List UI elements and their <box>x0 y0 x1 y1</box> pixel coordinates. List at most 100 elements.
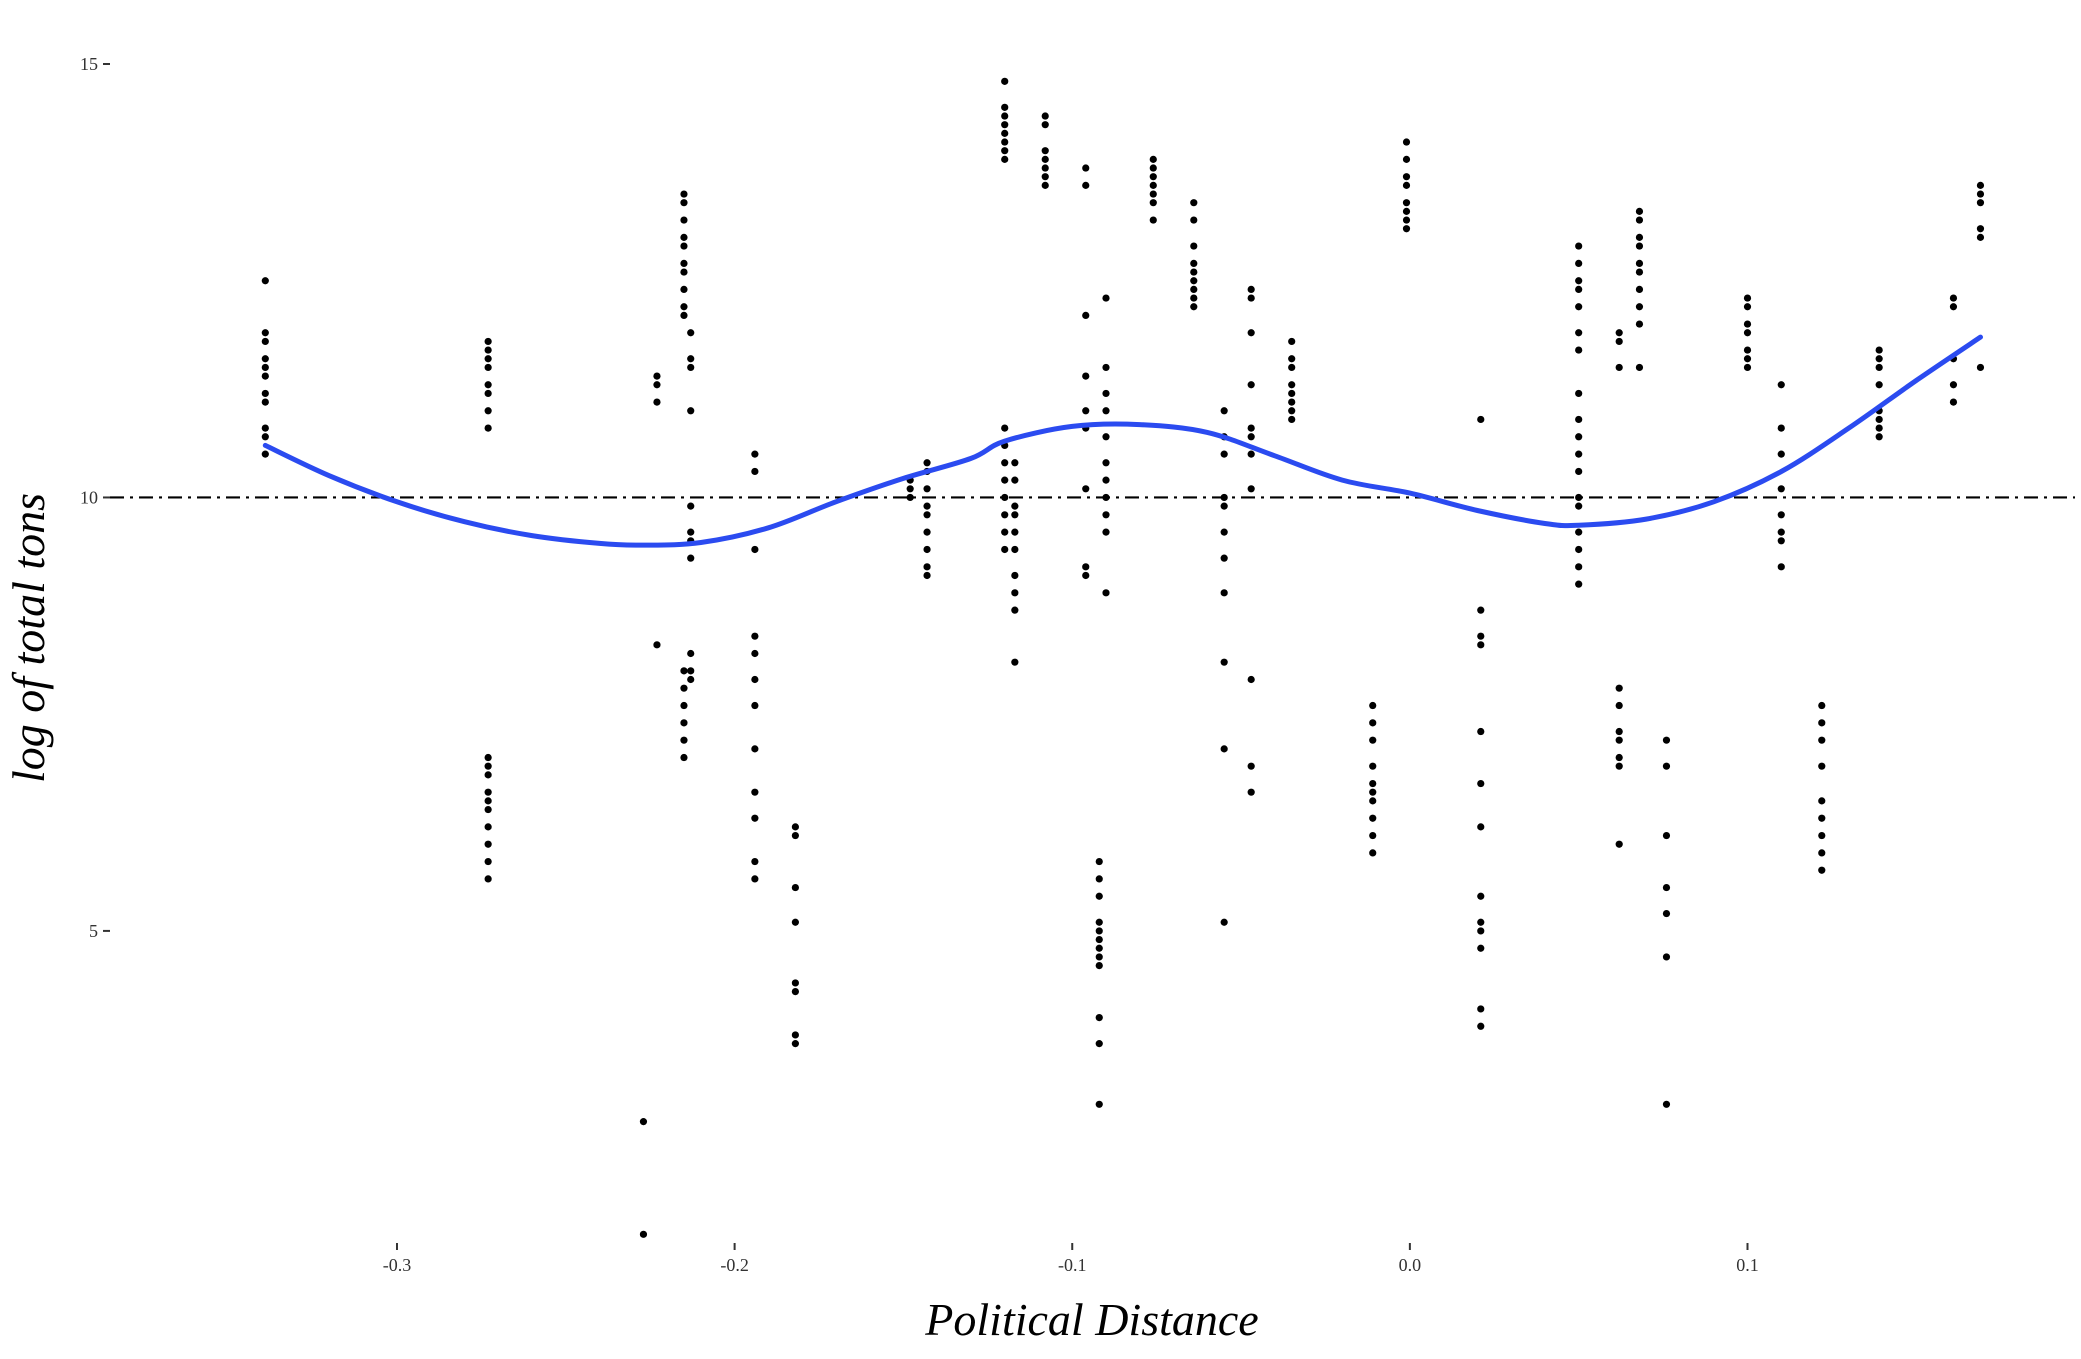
data-point <box>1102 511 1110 519</box>
x-tick-label: 0.0 <box>1399 1255 1422 1275</box>
data-point <box>1149 155 1157 163</box>
data-point <box>1247 294 1255 302</box>
data-point <box>1575 389 1583 398</box>
data-point <box>1575 563 1583 571</box>
data-point <box>687 554 695 562</box>
data-point <box>1662 762 1671 770</box>
data-point <box>1095 1040 1103 1048</box>
data-point <box>1247 788 1255 796</box>
data-point <box>1041 155 1049 163</box>
data-point <box>680 190 688 198</box>
data-point <box>1011 528 1019 536</box>
data-point <box>1247 381 1255 389</box>
data-point <box>1662 736 1671 744</box>
data-point <box>639 1230 648 1238</box>
data-point <box>1369 797 1377 805</box>
data-point <box>1976 199 1985 207</box>
data-point <box>1095 935 1103 944</box>
data-point <box>1477 944 1485 952</box>
data-point <box>751 875 759 883</box>
data-point <box>1369 701 1377 710</box>
data-point <box>1818 719 1826 727</box>
data-point <box>1220 493 1228 502</box>
data-point <box>1041 173 1049 181</box>
data-point <box>1575 545 1583 554</box>
data-point <box>1477 641 1485 649</box>
data-point <box>1041 147 1049 155</box>
x-axis: -0.3 -0.2 -0.1 0.0 0.1 <box>383 1243 1759 1275</box>
data-point <box>1662 909 1671 918</box>
data-point <box>906 493 914 502</box>
data-point <box>1635 207 1644 215</box>
x-tick-label: -0.2 <box>720 1255 749 1275</box>
data-point <box>1001 424 1009 432</box>
data-point <box>261 433 269 441</box>
data-point <box>1662 953 1671 961</box>
data-point <box>261 424 269 432</box>
data-point <box>791 979 799 987</box>
data-point <box>1818 701 1826 710</box>
data-point <box>1635 259 1644 267</box>
data-point <box>751 545 759 554</box>
data-point <box>923 502 931 510</box>
data-point <box>1949 303 1958 311</box>
data-point <box>484 762 492 770</box>
data-point <box>1777 537 1785 545</box>
data-point <box>680 667 688 675</box>
data-point <box>1743 294 1752 302</box>
data-point <box>1575 346 1583 354</box>
data-point <box>1011 545 1019 554</box>
y-tick-label: 5 <box>89 921 98 941</box>
data-point <box>1288 415 1296 424</box>
data-point <box>1976 190 1985 198</box>
data-point <box>1041 112 1049 120</box>
data-point <box>1402 207 1411 215</box>
data-point <box>687 649 695 658</box>
data-point <box>1011 658 1019 666</box>
data-point <box>687 355 695 363</box>
data-point <box>1288 337 1296 346</box>
data-point <box>1875 355 1883 363</box>
data-point <box>1635 303 1644 311</box>
data-point <box>1477 727 1485 736</box>
data-point <box>1011 459 1019 467</box>
data-point <box>1369 762 1377 770</box>
data-point <box>1875 424 1883 432</box>
data-point <box>791 883 799 892</box>
data-point <box>1102 389 1110 398</box>
data-point <box>484 337 492 346</box>
data-point <box>484 381 492 389</box>
data-point <box>1011 606 1019 614</box>
data-point <box>1190 199 1198 207</box>
data-point <box>1011 511 1019 519</box>
data-point <box>261 355 269 363</box>
data-point <box>1095 918 1103 926</box>
data-point <box>923 511 931 519</box>
data-point <box>1288 363 1296 372</box>
data-point <box>1402 155 1411 163</box>
data-point <box>687 407 695 415</box>
data-point <box>751 632 759 640</box>
data-point <box>680 285 688 294</box>
data-point <box>751 467 759 476</box>
data-point <box>1001 77 1009 85</box>
data-point <box>923 571 931 580</box>
data-point <box>261 337 269 346</box>
data-point <box>1190 277 1198 285</box>
data-point <box>1615 329 1623 337</box>
data-points <box>261 77 1985 1238</box>
data-point <box>1001 147 1009 155</box>
data-point <box>1402 199 1411 207</box>
data-point <box>1635 320 1644 328</box>
data-point <box>1575 580 1583 588</box>
data-point <box>1743 363 1752 372</box>
data-point <box>1149 173 1157 181</box>
x-axis-title: Political Distance <box>924 1294 1258 1345</box>
data-point <box>1477 632 1485 640</box>
data-point <box>1662 831 1671 840</box>
data-point <box>1102 363 1110 372</box>
data-point <box>1041 181 1049 189</box>
data-point <box>1190 268 1198 276</box>
data-point <box>680 233 688 241</box>
data-point <box>923 528 931 536</box>
